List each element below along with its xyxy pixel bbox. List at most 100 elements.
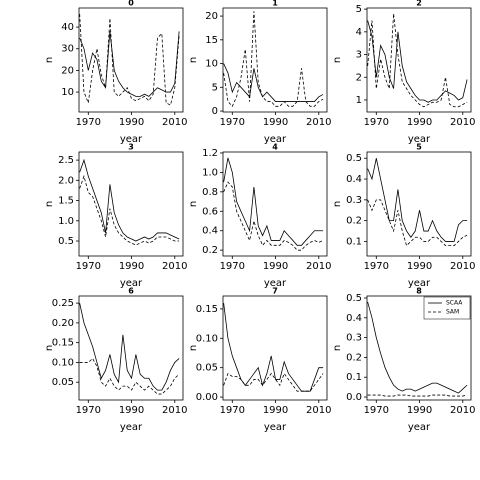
plot-frame <box>78 151 184 257</box>
x-tick-label: 1990 <box>119 405 144 416</box>
y-tick-label: 0.10 <box>196 333 218 344</box>
y-tick-label: 0.2 <box>346 216 362 227</box>
series-line <box>367 199 468 247</box>
y-tick-label: 40 <box>61 22 74 33</box>
y-tick-label: 20 <box>205 11 218 22</box>
plot-frame <box>222 151 328 257</box>
y-tick-label: 0.5 <box>346 153 362 164</box>
x-tick-label: 2010 <box>162 261 187 272</box>
panel-title: 0 <box>128 0 134 8</box>
x-tick-label: 1970 <box>364 117 389 128</box>
y-tick-label: 0 <box>212 106 218 117</box>
panel-title: 2 <box>416 0 422 8</box>
plot-frame <box>222 295 328 401</box>
plot-frame <box>366 151 472 257</box>
y-tick-label: 10 <box>205 59 218 70</box>
y-tick-label: 0.05 <box>196 363 218 374</box>
y-tick-label: 0.25 <box>52 298 74 309</box>
plot-frame <box>366 7 472 113</box>
y-axis-label: n <box>188 201 199 207</box>
series-line <box>223 157 324 246</box>
y-tick-label: 0.2 <box>202 245 218 256</box>
x-axis-label: year <box>408 422 431 433</box>
x-tick-label: 1970 <box>220 117 245 128</box>
y-tick-label: 1.5 <box>58 196 74 207</box>
x-tick-label: 1970 <box>76 405 101 416</box>
x-axis-label: year <box>120 278 143 289</box>
series-line <box>367 158 468 242</box>
y-tick-label: 0.3 <box>346 333 362 344</box>
series-line <box>79 303 180 391</box>
x-tick-label: 1990 <box>263 117 288 128</box>
x-axis-label: year <box>264 134 287 145</box>
y-tick-label: 4 <box>356 27 362 38</box>
x-tick-label: 1970 <box>76 117 101 128</box>
y-tick-label: 0.15 <box>196 304 218 315</box>
y-tick-label: 0.2 <box>346 352 362 363</box>
x-tick-label: 1990 <box>407 261 432 272</box>
plot-frame <box>366 295 472 401</box>
y-tick-label: 0.6 <box>202 206 218 217</box>
x-tick-label: 2010 <box>162 405 187 416</box>
series-line <box>367 394 468 397</box>
panel-title: 6 <box>128 287 134 296</box>
y-axis-label: n <box>44 345 55 351</box>
x-axis-label: year <box>120 422 143 433</box>
y-tick-label: 0.3 <box>346 195 362 206</box>
y-axis-label: n <box>332 345 343 351</box>
x-tick-label: 1970 <box>364 405 389 416</box>
series-line <box>79 174 180 246</box>
y-tick-label: 2 <box>356 72 362 83</box>
series-line <box>223 303 324 392</box>
x-axis-label: year <box>264 278 287 289</box>
y-tick-label: 1.0 <box>58 216 74 227</box>
panel-title: 5 <box>416 143 422 152</box>
y-tick-label: 0.1 <box>346 236 362 247</box>
y-tick-label: 5 <box>356 4 362 15</box>
y-tick-label: 15 <box>205 35 218 46</box>
plot-frame <box>78 7 184 113</box>
panel-title: 3 <box>128 143 134 152</box>
y-tick-label: 0.1 <box>346 372 362 383</box>
legend-label: SAM <box>446 309 459 316</box>
legend-box <box>423 296 471 320</box>
y-axis-label: n <box>332 201 343 207</box>
series-line <box>223 372 324 392</box>
panel-title: 4 <box>272 143 278 152</box>
series-line <box>79 357 180 395</box>
x-tick-label: 2010 <box>450 261 475 272</box>
y-axis-label: n <box>188 57 199 63</box>
y-tick-label: 0.5 <box>58 236 74 247</box>
x-tick-label: 1990 <box>263 261 288 272</box>
y-tick-label: 30 <box>61 44 74 55</box>
y-tick-label: 0.00 <box>196 392 218 403</box>
y-axis-label: n <box>44 57 55 63</box>
panel-title: 1 <box>272 0 278 8</box>
x-tick-label: 2010 <box>450 405 475 416</box>
x-tick-label: 1990 <box>263 405 288 416</box>
series-line <box>79 158 180 242</box>
y-tick-label: 0.5 <box>346 293 362 304</box>
series-line <box>223 11 324 108</box>
x-tick-label: 1990 <box>119 261 144 272</box>
x-tick-label: 1970 <box>76 261 101 272</box>
x-tick-label: 1970 <box>364 261 389 272</box>
y-tick-label: 20 <box>61 65 74 76</box>
plot-frame <box>78 295 184 401</box>
x-axis-label: year <box>408 278 431 289</box>
y-tick-label: 0.05 <box>52 377 74 388</box>
x-tick-label: 1990 <box>407 117 432 128</box>
x-tick-label: 1970 <box>220 261 245 272</box>
series-line <box>79 31 180 97</box>
x-tick-label: 1990 <box>119 117 144 128</box>
y-tick-label: 3 <box>356 50 362 61</box>
y-tick-label: 2.0 <box>58 175 74 186</box>
series-line <box>79 14 180 106</box>
y-axis-label: n <box>44 201 55 207</box>
x-axis-label: year <box>120 134 143 145</box>
plot-frame <box>222 7 328 113</box>
x-axis-label: year <box>264 422 287 433</box>
y-tick-label: 1.2 <box>202 148 218 159</box>
y-tick-label: 0.8 <box>202 187 218 198</box>
